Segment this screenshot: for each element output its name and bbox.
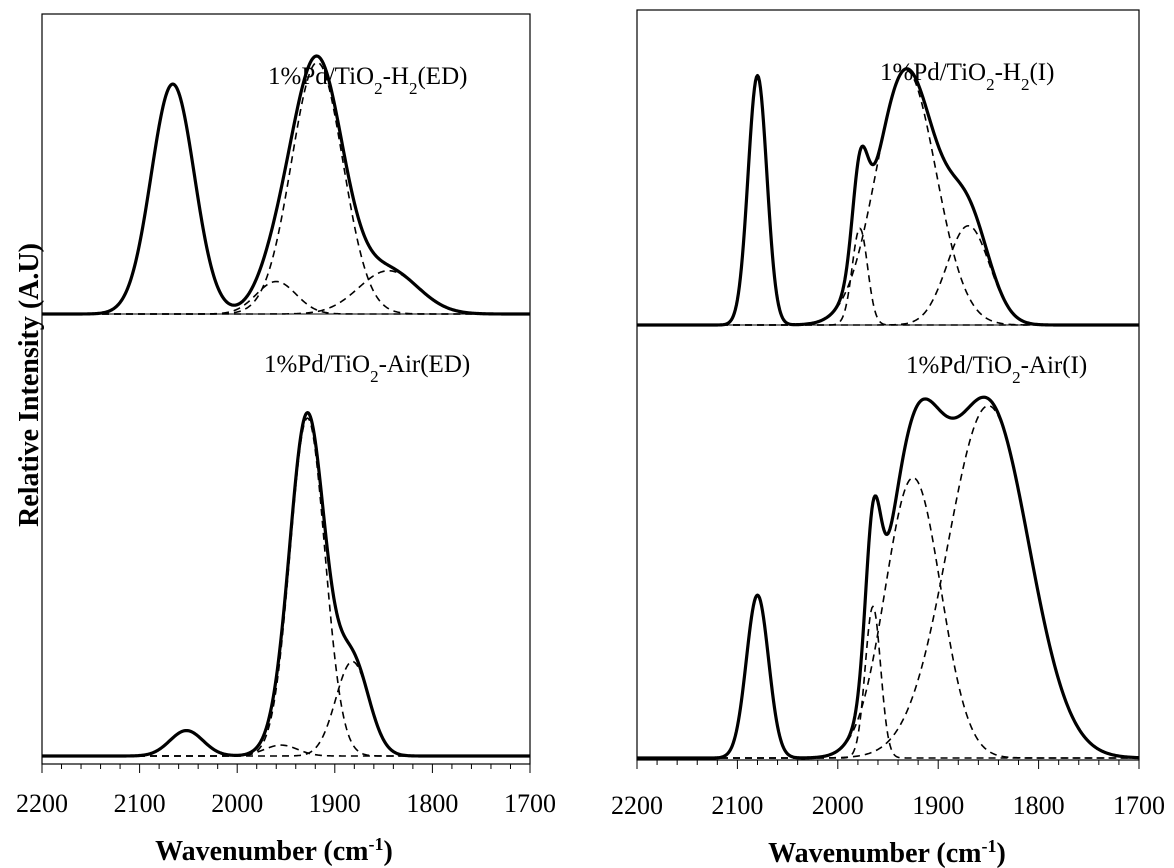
deconvolution-component: [42, 660, 530, 757]
right-x-tick-labels: 2200 2100 2000 1900 1800 1700: [611, 791, 1165, 820]
left-x-tick-labels: 2200 2100 2000 1900 1800 1700: [16, 789, 556, 818]
left-bottom-fit-curve: [41, 411, 531, 758]
deconvolution-component: [637, 224, 1139, 326]
left-x-axis-title: Wavenumber (cm-1): [155, 834, 393, 867]
x-tick-label: 2000: [812, 791, 864, 820]
right-bottom-series-label: 1%Pd/TiO2-Air(I): [906, 352, 1087, 387]
right-bottom-fit-curve: [636, 395, 1140, 760]
deconvolution-component: [637, 605, 1139, 759]
left-bottom-series-label: 1%Pd/TiO2-Air(ED): [264, 351, 470, 386]
x-tick-label: 1700: [1113, 791, 1165, 820]
left-x-ticks: [41, 764, 531, 773]
x-tick-label: 1700: [504, 789, 556, 818]
x-tick-label: 2100: [114, 789, 166, 818]
deconvolution-component: [637, 476, 1139, 759]
left-top-components: [42, 61, 530, 315]
deconvolution-component: [42, 280, 530, 315]
x-tick-label: 1900: [309, 789, 361, 818]
x-tick-label: 2100: [711, 791, 763, 820]
x-tick-label: 2200: [611, 791, 663, 820]
right-panel: 2200 2100 2000 1900 1800 1700 1%Pd/TiO2-H2(I)…: [611, 9, 1165, 868]
left-top-series-label: 1%Pd/TiO2-H2(ED): [268, 63, 467, 98]
y-axis-label: Relative Intensity (A.U): [14, 243, 45, 527]
right-x-axis-title: Wavenumber (cm-1): [768, 836, 1006, 868]
left-top-fit-curve: [41, 54, 531, 316]
right-top-series-label: 1%Pd/TiO2-H2(I): [880, 59, 1054, 94]
deconvolution-component: [637, 227, 1139, 326]
deconvolution-component: [42, 744, 530, 757]
x-tick-label: 1900: [912, 791, 964, 820]
deconvolution-component: [42, 61, 530, 315]
deconvolution-component: [637, 404, 1140, 759]
right-plot-frame: [636, 9, 1140, 761]
left-panel: 2200 2100 2000 1900 1800 1700 1%Pd/TiO2-H2(ED…: [16, 13, 556, 867]
right-x-ticks: [636, 760, 1140, 769]
deconvolution-component: [42, 269, 530, 315]
left-plot-frame: [41, 13, 531, 765]
x-tick-label: 2000: [211, 789, 263, 818]
right-top-fit-curve: [636, 67, 1140, 327]
x-tick-label: 1800: [406, 789, 458, 818]
x-tick-label: 1800: [1013, 791, 1065, 820]
right-bottom-components: [637, 404, 1140, 759]
x-tick-label: 2200: [16, 789, 68, 818]
